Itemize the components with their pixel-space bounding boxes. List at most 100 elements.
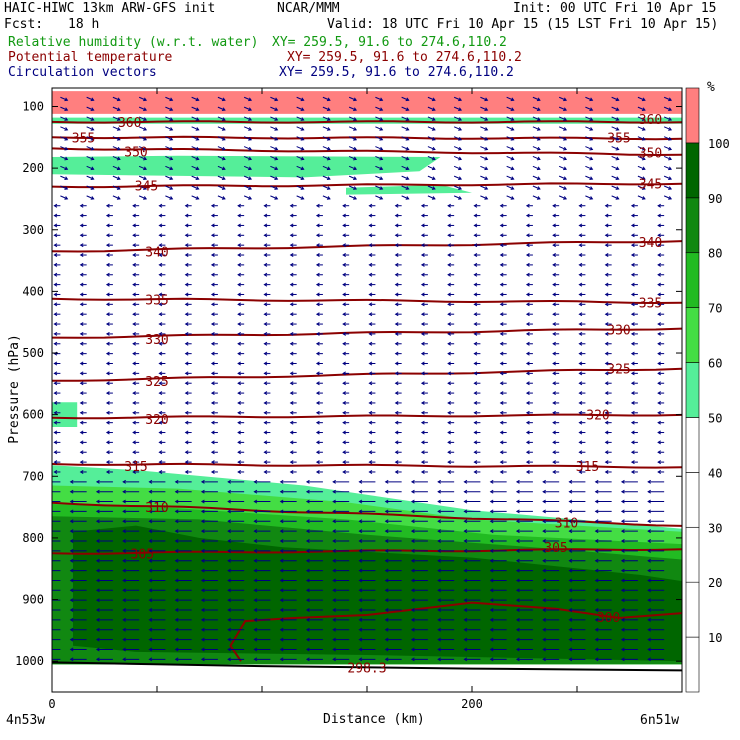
wind-vector-head <box>368 351 373 356</box>
wind-vector-head <box>174 479 179 484</box>
wind-vector-head <box>279 627 284 632</box>
wind-vector-head <box>53 450 58 455</box>
wind-vector <box>270 155 279 161</box>
wind-vector-head <box>525 322 530 327</box>
wind-vector <box>342 233 350 238</box>
wind-vector <box>200 568 218 573</box>
wind-vector <box>289 400 297 405</box>
wind-vector-shaft <box>243 165 252 170</box>
wind-vector-head <box>630 272 635 277</box>
wind-vector <box>237 302 245 307</box>
wind-vector-head <box>647 529 651 534</box>
wind-vector-head <box>64 97 69 102</box>
wind-vector <box>473 253 481 257</box>
wind-vector <box>79 233 87 238</box>
wind-vector-head <box>95 548 100 553</box>
wind-vector-shaft <box>86 106 94 111</box>
wind-vector <box>138 165 148 171</box>
wind-vector <box>604 450 612 455</box>
wind-vector <box>630 400 638 405</box>
wind-vector <box>437 529 455 534</box>
wind-vector <box>604 361 612 366</box>
wind-vector <box>532 185 541 190</box>
wind-vector-head <box>473 400 478 405</box>
wind-vector-head <box>184 410 189 415</box>
wind-vector <box>263 391 271 396</box>
wind-vector <box>394 272 402 277</box>
wind-vector-head <box>368 460 373 465</box>
wind-vector-head <box>200 548 205 553</box>
wind-vector-head <box>64 176 69 181</box>
wind-vector-head <box>53 272 58 277</box>
wind-vector-head <box>578 460 583 465</box>
wind-vector <box>594 608 612 613</box>
wind-vector <box>384 548 402 553</box>
wind-vector <box>322 185 331 190</box>
wind-vector <box>499 243 507 248</box>
wind-vector <box>480 106 489 112</box>
wind-vector <box>637 175 646 181</box>
wind-vector <box>184 440 192 445</box>
wind-vector-head <box>552 410 556 415</box>
wind-vector <box>473 302 481 307</box>
wind-vector-head <box>342 400 346 405</box>
wind-vector-head <box>620 519 625 524</box>
wind-vector <box>358 608 376 613</box>
wind-vector <box>358 489 376 494</box>
wind-vector-head <box>437 509 441 514</box>
wind-vector <box>184 430 192 435</box>
wind-vector-head <box>437 578 441 583</box>
wind-vector <box>158 322 166 327</box>
wind-vector-head <box>158 331 163 336</box>
wind-vector-head <box>578 312 583 317</box>
wind-vector <box>289 312 297 317</box>
wind-vector <box>542 647 560 652</box>
wind-vector <box>489 588 507 593</box>
wind-vector <box>210 253 218 257</box>
wind-vector <box>568 608 586 613</box>
wind-vector-head <box>53 410 58 415</box>
wind-vector-head <box>158 440 163 445</box>
wind-vector <box>647 558 665 563</box>
wind-vector-head <box>248 127 253 131</box>
wind-vector <box>394 361 402 366</box>
wind-vector-head <box>132 312 136 317</box>
wind-vector-head <box>53 312 58 317</box>
wind-vector <box>525 272 533 277</box>
wind-vector <box>210 430 218 435</box>
wind-vector-head <box>420 420 425 425</box>
wind-vector-head <box>410 558 415 563</box>
wind-vector-head <box>289 430 294 435</box>
wind-vector <box>279 479 297 484</box>
wind-vector <box>217 136 226 141</box>
wind-vector <box>453 146 463 151</box>
wind-vector-head <box>499 391 504 396</box>
wind-vector-head <box>463 578 468 583</box>
wind-vector-shaft <box>217 126 226 131</box>
wind-vector-head <box>53 233 58 238</box>
wind-vector <box>447 381 455 386</box>
wind-vector <box>86 116 95 121</box>
wind-vector-head <box>342 243 346 248</box>
wind-vector-head <box>79 450 84 455</box>
wind-vector <box>184 460 192 465</box>
wind-vector-shaft <box>296 175 304 180</box>
wind-vector <box>191 126 200 131</box>
wind-vector-head <box>90 117 95 121</box>
wind-vector <box>637 155 646 161</box>
wind-vector-head <box>279 558 284 563</box>
wind-vector <box>279 588 297 593</box>
wind-vector <box>368 450 376 455</box>
wind-vector-shaft <box>558 116 567 121</box>
wind-vector-head <box>668 97 673 102</box>
wind-vector <box>158 253 166 257</box>
wind-vector <box>315 292 323 297</box>
wind-vector-head <box>410 617 415 622</box>
wind-vector <box>174 568 192 573</box>
wind-vector-head <box>315 262 320 267</box>
wind-vector-head <box>647 568 651 573</box>
wind-vector-head <box>342 262 346 267</box>
wind-vector <box>358 568 376 573</box>
wind-vector <box>375 175 384 181</box>
wind-vector-head <box>237 361 241 366</box>
